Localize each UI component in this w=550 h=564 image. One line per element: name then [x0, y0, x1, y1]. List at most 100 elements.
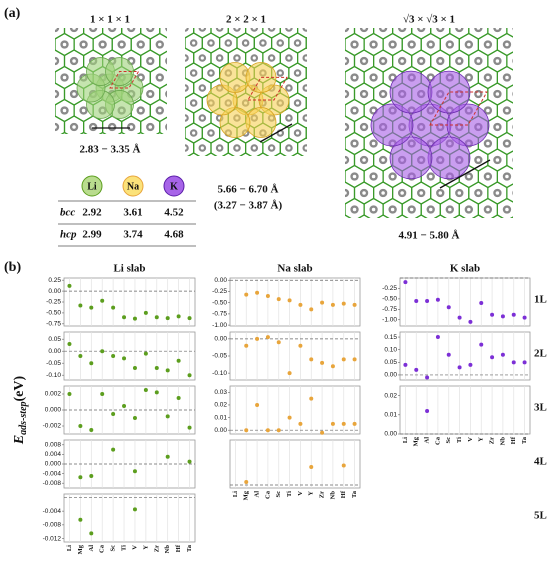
hexagon — [506, 84, 513, 104]
atom-core — [244, 41, 248, 45]
atom — [379, 222, 387, 230]
plot-frame — [63, 331, 196, 381]
atom-core — [505, 10, 509, 14]
hexagon — [156, 131, 164, 134]
atom-core — [439, 224, 443, 228]
atom — [531, 123, 539, 131]
atom — [79, 7, 87, 15]
hexagon — [324, 123, 341, 143]
hexagon — [60, 131, 69, 134]
adsorbate — [389, 70, 433, 114]
x-tick-label: Li — [66, 545, 73, 551]
table-row-label: hcp — [60, 229, 77, 241]
table-header: Na — [127, 181, 139, 192]
atom-core — [331, 11, 334, 14]
atom — [41, 73, 49, 81]
y-tick-label: -0.25 — [212, 288, 227, 295]
atom-core — [177, 10, 181, 14]
hexagon — [345, 38, 346, 51]
hexagon — [324, 153, 341, 173]
point — [100, 392, 105, 396]
atom-core — [390, 174, 395, 179]
x-tick-label: Ti — [456, 437, 463, 443]
hexagon — [517, 1, 536, 23]
atom — [369, 7, 377, 15]
atom-core — [175, 131, 178, 134]
point — [244, 343, 249, 348]
panel-label: (a) — [4, 6, 21, 21]
atom-core — [235, 28, 239, 30]
atom-core — [270, 28, 274, 30]
hexagon — [324, 33, 341, 53]
x-tick-label: Ta — [521, 436, 528, 444]
atom-core — [304, 56, 307, 60]
x-tick-label: Al — [424, 437, 431, 444]
point — [479, 301, 484, 306]
atom-core — [400, 224, 404, 228]
atom-core — [72, 125, 76, 129]
plot-frame — [229, 439, 361, 489]
atom — [107, 28, 117, 33]
x-tick-label: Y — [478, 437, 485, 442]
atom-core — [278, 41, 282, 45]
atom-core — [345, 125, 347, 129]
atom-core — [324, 92, 328, 96]
atom-core — [352, 174, 357, 179]
atom-core — [419, 28, 423, 30]
atom-core — [486, 141, 490, 146]
atom-core — [227, 161, 230, 164]
atom-core — [287, 56, 291, 60]
distance-range: 5.66 − 6.70 Å — [218, 184, 279, 196]
atom — [41, 7, 49, 15]
hexagon — [185, 97, 186, 109]
point — [276, 340, 281, 345]
y-tick-label: 0.00 — [214, 336, 227, 343]
point — [176, 396, 181, 400]
hexagon — [168, 153, 185, 173]
hexagon — [273, 152, 287, 156]
atom-core — [252, 146, 256, 150]
y-tick-label: 0.00 — [48, 348, 61, 355]
atom-core — [362, 92, 366, 96]
lattice — [159, 11, 358, 173]
hexagon — [526, 50, 545, 72]
atom — [522, 106, 530, 114]
atom-core — [476, 191, 481, 195]
atom-core — [185, 86, 187, 90]
point — [176, 358, 181, 363]
adsorbate — [219, 62, 251, 93]
hexagon — [526, 182, 545, 204]
atom — [175, 40, 183, 48]
atom-core — [458, 224, 462, 228]
atom-core — [175, 11, 178, 14]
atom — [198, 28, 207, 32]
atom-core — [515, 158, 519, 162]
unit-cell — [109, 70, 140, 89]
atom-core — [476, 59, 481, 63]
hexagon — [332, 138, 349, 158]
hexagon — [536, 199, 550, 221]
atom-core — [72, 59, 76, 63]
point — [330, 421, 335, 426]
atom — [337, 24, 345, 32]
hexagon — [316, 182, 335, 204]
x-tick-label: Nb — [329, 491, 336, 500]
point — [265, 428, 270, 433]
atom-core — [505, 174, 509, 179]
atom — [207, 159, 215, 167]
atom — [512, 222, 520, 230]
point — [403, 362, 408, 367]
point — [511, 312, 516, 317]
atom-core — [345, 28, 347, 30]
point — [414, 298, 419, 303]
point — [500, 352, 505, 357]
table-cell: 4.68 — [164, 229, 184, 241]
y-label-sub: ads-step — [18, 401, 29, 434]
y-tick-label: -0.50 — [46, 310, 61, 317]
hexagon — [159, 48, 176, 68]
atom-core — [371, 174, 376, 179]
hexagon — [536, 166, 550, 188]
atom — [185, 114, 189, 122]
point — [446, 305, 451, 310]
hexagon — [341, 153, 358, 173]
